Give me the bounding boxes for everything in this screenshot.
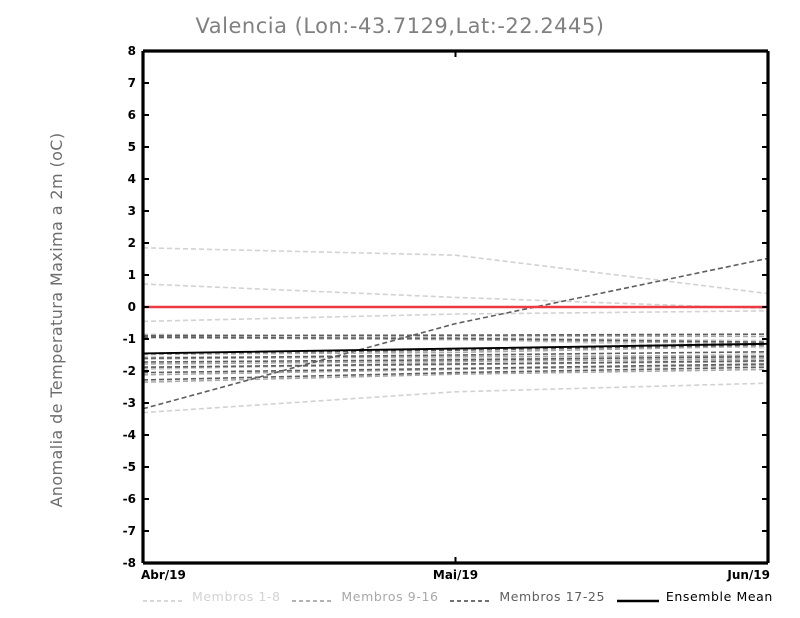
legend-line-swatch — [616, 591, 659, 603]
member-line — [142, 283, 769, 310]
chart-legend: Membros 1-8 Membros 9-16 Membros 17-25 Ense… — [143, 586, 773, 606]
member-line — [142, 351, 769, 359]
y-axis-tick-label: -6 — [122, 492, 136, 506]
y-axis-tick-label: -7 — [122, 524, 136, 538]
y-axis-tick-label: -5 — [122, 460, 136, 474]
member-line — [142, 310, 769, 323]
legend-label: Membros 17-25 — [499, 588, 606, 604]
legend-line-swatch — [143, 591, 185, 602]
legend-label: Membros 1-8 — [192, 588, 281, 604]
member-line — [142, 345, 769, 356]
member-line — [142, 368, 769, 383]
y-axis-tick-label: -4 — [122, 428, 136, 442]
chart-title: Valencia (Lon:-43.7129,Lat:-22.2445) — [195, 14, 605, 38]
member-line — [142, 382, 769, 414]
x-axis-tick-label: Jun/19 — [727, 568, 770, 582]
y-axis-tick-label: 6 — [127, 108, 136, 122]
y-axis-tick-label: 7 — [127, 76, 136, 90]
ensemble-mean-layer — [142, 342, 769, 355]
member-line — [142, 354, 769, 360]
y-axis-tick-label: 2 — [127, 236, 136, 250]
y-axis-tick-label: -8 — [122, 556, 136, 570]
legend-line-swatch — [292, 591, 335, 602]
member-line — [142, 359, 769, 368]
y-axis-tick-label: -1 — [122, 332, 136, 346]
legend-entry[interactable]: Membros 9-16 — [292, 589, 438, 604]
y-axis-tick-label: 1 — [127, 268, 136, 282]
y-axis-tick-label: 3 — [127, 204, 136, 218]
member-line — [142, 363, 769, 374]
x-axis-tick-label: Mai/19 — [432, 568, 479, 582]
legend-label: Membros 9-16 — [341, 588, 439, 604]
y-axis-tick-label: 4 — [127, 172, 136, 186]
legend-line-swatch — [450, 591, 493, 602]
legend-entry[interactable]: Ensemble Mean — [616, 588, 773, 604]
data-series-layer — [142, 247, 769, 414]
x-axis-tick-label: Abr/19 — [141, 568, 186, 582]
member-line — [142, 247, 769, 295]
member-line — [142, 364, 769, 376]
member-line — [142, 355, 769, 363]
y-axis-tick-label: -3 — [122, 396, 136, 410]
axis-ticks-layer — [142, 50, 769, 564]
y-axis-tick-label: 8 — [127, 44, 136, 58]
member-line — [142, 336, 769, 343]
member-line — [142, 257, 769, 410]
legend-entry[interactable]: Membros 1-8 — [143, 589, 281, 604]
member-line — [142, 358, 769, 365]
member-line — [142, 333, 769, 337]
y-axis-tick-label: 0 — [127, 300, 136, 314]
ensemble-mean-line — [142, 342, 769, 355]
y-axis-tick-label: -2 — [122, 364, 136, 378]
legend-entry[interactable]: Membros 17-25 — [450, 589, 605, 604]
member-line — [142, 366, 769, 381]
legend-label: Ensemble Mean — [665, 588, 773, 604]
y-axis-tick-label: 5 — [127, 140, 136, 154]
